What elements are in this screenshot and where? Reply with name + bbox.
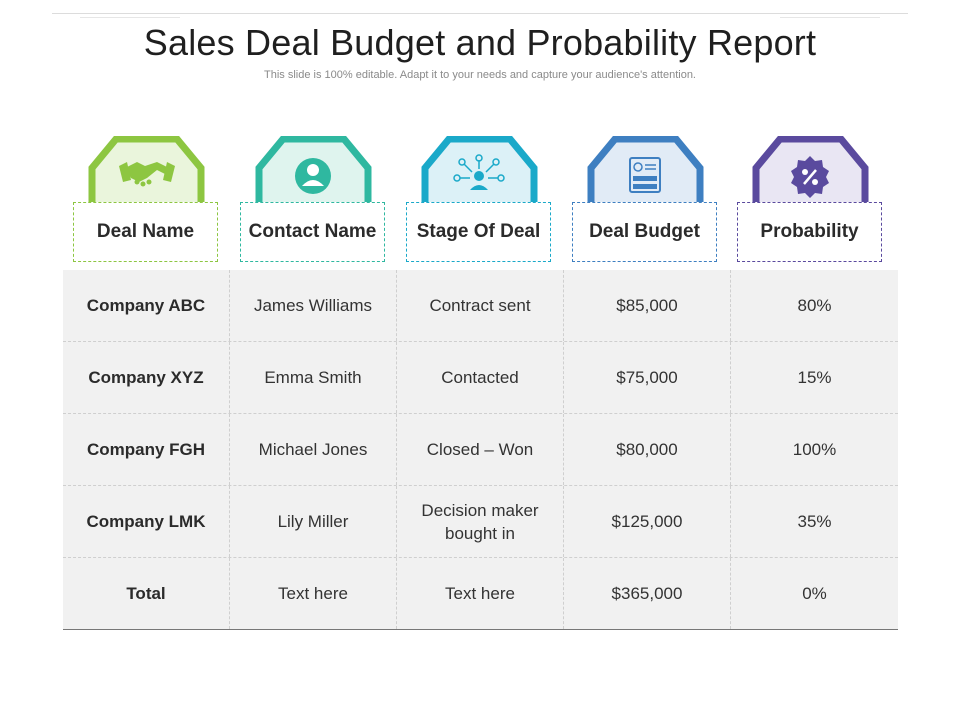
column-badge-shape [587,136,704,208]
column-label: Deal Budget [572,202,717,262]
column-label: Contact Name [240,202,385,262]
table-cell: $125,000 [564,486,731,557]
table-cell: 35% [797,512,832,531]
table-cell: James Williams [230,270,397,341]
top-divider-line [52,13,908,14]
invoice-money-icon [629,157,661,193]
person-icon [295,158,331,194]
table-cell: Contacted [397,342,564,413]
table-cell: Company FGH [63,414,230,485]
deal-table: Company ABC James Williams Contract sent $8… [63,270,898,630]
table-cell: $85,000 [564,270,731,341]
table-cell: Company XYZ [63,342,230,413]
table-row: Company FGH Michael Jones Closed – Won $80,… [63,414,898,486]
table-cell: $80,000 [564,414,731,485]
table-cell: 15% [797,368,832,387]
column-header-contact-name: Contact Name [240,136,387,264]
table-cell: 100% [792,440,837,459]
column-header-stage-of-deal: Stage Of Deal [406,136,553,264]
table-cell: Company ABC [63,270,230,341]
table-cell: 80% [797,296,832,315]
table-cell: Lily Miller [230,486,397,557]
table-cell: Michael Jones [230,414,397,485]
table-cell: Contract sent [397,270,564,341]
table-cell: $365,000 [564,558,731,629]
table-cell: Text here [397,558,564,629]
column-header-deal-name: Deal Name [73,136,220,264]
table-cell: Total [63,558,230,629]
table-cell: Company LMK [63,486,230,557]
column-label: Probability [737,202,882,262]
table-cell: Text here [230,558,397,629]
page-title: Sales Deal Budget and Probability Report [143,22,817,63]
percent-badge-icon [791,156,829,198]
table-cell: Emma Smith [230,342,397,413]
column-label: Stage Of Deal [406,202,551,262]
table-cell: Decision maker bought in [397,486,564,557]
table-row: Company XYZ Emma Smith Contacted $75,000 15% [63,342,898,414]
table-row: Company LMK Lily Miller Decision maker bou… [63,486,898,558]
column-header-probability: Probability [737,136,884,264]
table-cell: Closed – Won [397,414,564,485]
handshake-icon [119,162,175,187]
page-subtitle: This slide is 100% editable. Adapt it to… [264,69,696,81]
top-divider-accent-right [780,17,880,18]
network-person-icon [453,154,505,190]
table-cell: $75,000 [564,342,731,413]
table-row: Company ABC James Williams Contract sent $8… [63,270,898,342]
table-cell: 0% [802,584,827,603]
table-row: Total Text here Text here $365,000 0% [63,558,898,629]
top-divider-accent-left [80,17,180,18]
column-label: Deal Name [73,202,218,262]
column-header-deal-budget: Deal Budget [572,136,719,264]
